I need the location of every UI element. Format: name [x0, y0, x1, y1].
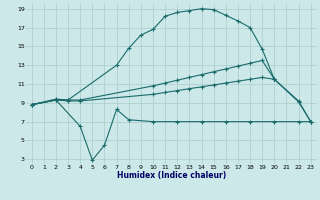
X-axis label: Humidex (Indice chaleur): Humidex (Indice chaleur) — [116, 171, 226, 180]
